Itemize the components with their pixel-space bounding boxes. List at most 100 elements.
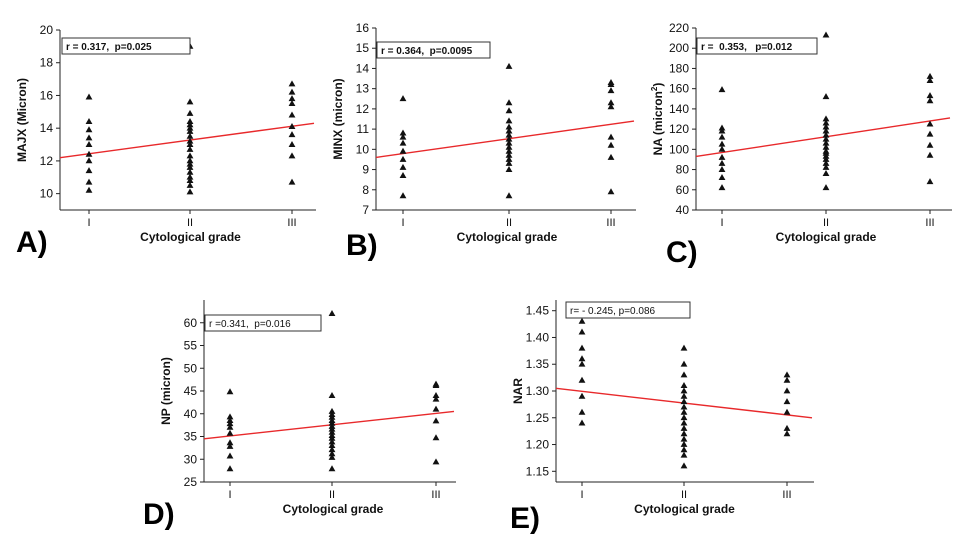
x-tick-label: III	[782, 489, 791, 501]
data-point-triangle	[186, 137, 194, 144]
data-point-triangle	[607, 99, 615, 106]
data-point-triangle	[186, 121, 194, 128]
data-point-triangle	[288, 80, 296, 87]
y-axis-label-text: NA (micron	[651, 91, 665, 155]
data-point-triangle	[505, 117, 513, 124]
stats-text: r = 0.353, p=0.012	[701, 42, 793, 53]
y-tick-label: 45	[184, 384, 198, 398]
y-tick-label: 40	[184, 407, 198, 421]
data-point-triangle	[226, 420, 234, 427]
stats-text: r= - 0.245, p=0.086	[570, 306, 656, 317]
data-point-triangle	[822, 135, 830, 142]
data-point-triangle	[226, 442, 234, 449]
y-axis-label: NAR	[511, 378, 525, 404]
data-point-triangle	[926, 178, 934, 185]
y-axis-label: NA (micron2)	[650, 83, 665, 156]
data-point-triangle	[783, 398, 791, 405]
data-point-triangle	[926, 92, 934, 99]
data-point-triangle	[85, 186, 93, 193]
data-point-triangle	[822, 155, 830, 162]
y-tick-label: 60	[676, 183, 690, 197]
data-point-triangle	[432, 458, 440, 465]
y-tick-label: 10	[40, 187, 54, 201]
data-point-triangle	[85, 118, 93, 125]
regression-line	[375, 120, 635, 159]
y-axis-label: MAJX (Micron)	[15, 78, 29, 162]
y-tick-label: 20	[40, 23, 54, 37]
x-tick-label: I	[401, 217, 404, 229]
data-point-triangle	[926, 151, 934, 158]
stats-box	[204, 314, 322, 332]
y-tick-label: 1.40	[526, 330, 550, 344]
data-point-triangle	[607, 153, 615, 160]
data-point-triangle	[822, 159, 830, 166]
data-point-triangle	[186, 109, 194, 116]
data-point-triangle	[399, 147, 407, 154]
data-point-triangle	[432, 391, 440, 398]
data-point-triangle	[85, 126, 93, 133]
y-tick-label: 15	[356, 41, 370, 55]
x-axis-label: Cytological grade	[283, 502, 384, 516]
data-point-triangle	[822, 31, 830, 38]
y-tick-label: 8	[362, 183, 369, 197]
y-axis-label-text: NAR	[511, 378, 525, 404]
data-point-triangle	[226, 423, 234, 430]
x-axis-label: Cytological grade	[634, 502, 735, 516]
data-point-triangle	[226, 439, 234, 446]
data-point-triangle	[432, 381, 440, 388]
data-point-triangle	[328, 446, 336, 453]
data-point-triangle	[85, 178, 93, 185]
y-axis-label-text: NP (micron)	[159, 357, 173, 425]
data-point-triangle	[432, 395, 440, 402]
data-point-triangle	[680, 414, 688, 421]
y-tick-label: 12	[356, 102, 370, 116]
data-point-triangle	[505, 135, 513, 142]
data-point-triangle	[226, 429, 234, 436]
data-point-triangle	[822, 152, 830, 159]
stats-box	[565, 301, 691, 319]
stats-box	[61, 37, 191, 55]
data-point-triangle	[328, 419, 336, 426]
data-point-triangle	[578, 419, 586, 426]
data-point-triangle	[505, 139, 513, 146]
data-point-triangle	[718, 145, 726, 152]
data-point-triangle	[505, 131, 513, 138]
data-point-triangle	[822, 163, 830, 170]
data-point-triangle	[926, 72, 934, 79]
data-point-triangle	[822, 143, 830, 150]
data-point-triangle	[288, 95, 296, 102]
y-tick-label: 180	[669, 61, 689, 75]
data-point-triangle	[578, 392, 586, 399]
y-tick-label: 1.35	[526, 357, 550, 371]
data-point-triangle	[328, 438, 336, 445]
data-point-triangle	[328, 391, 336, 398]
data-point-triangle	[186, 181, 194, 188]
stats-box	[696, 37, 818, 55]
data-point-triangle	[578, 344, 586, 351]
data-point-triangle	[85, 167, 93, 174]
y-tick-label: 120	[669, 122, 689, 136]
y-tick-label: 100	[669, 142, 689, 156]
data-point-triangle	[328, 428, 336, 435]
y-tick-label: 1.20	[526, 438, 550, 452]
data-point-triangle	[505, 123, 513, 130]
data-point-triangle	[718, 127, 726, 134]
data-point-triangle	[607, 103, 615, 110]
regression-line	[59, 122, 315, 159]
y-tick-label: 30	[184, 452, 198, 466]
data-point-triangle	[186, 118, 194, 125]
y-tick-label: 220	[669, 21, 689, 35]
data-point-triangle	[399, 192, 407, 199]
data-point-triangle	[186, 168, 194, 175]
data-point-triangle	[186, 145, 194, 152]
data-point-triangle	[783, 371, 791, 378]
data-point-triangle	[680, 446, 688, 453]
y-tick-label: 1.25	[526, 411, 550, 425]
data-point-triangle	[288, 111, 296, 118]
data-point-triangle	[288, 140, 296, 147]
data-point-triangle	[505, 165, 513, 172]
y-tick-label: 7	[362, 203, 369, 217]
data-point-triangle	[926, 130, 934, 137]
